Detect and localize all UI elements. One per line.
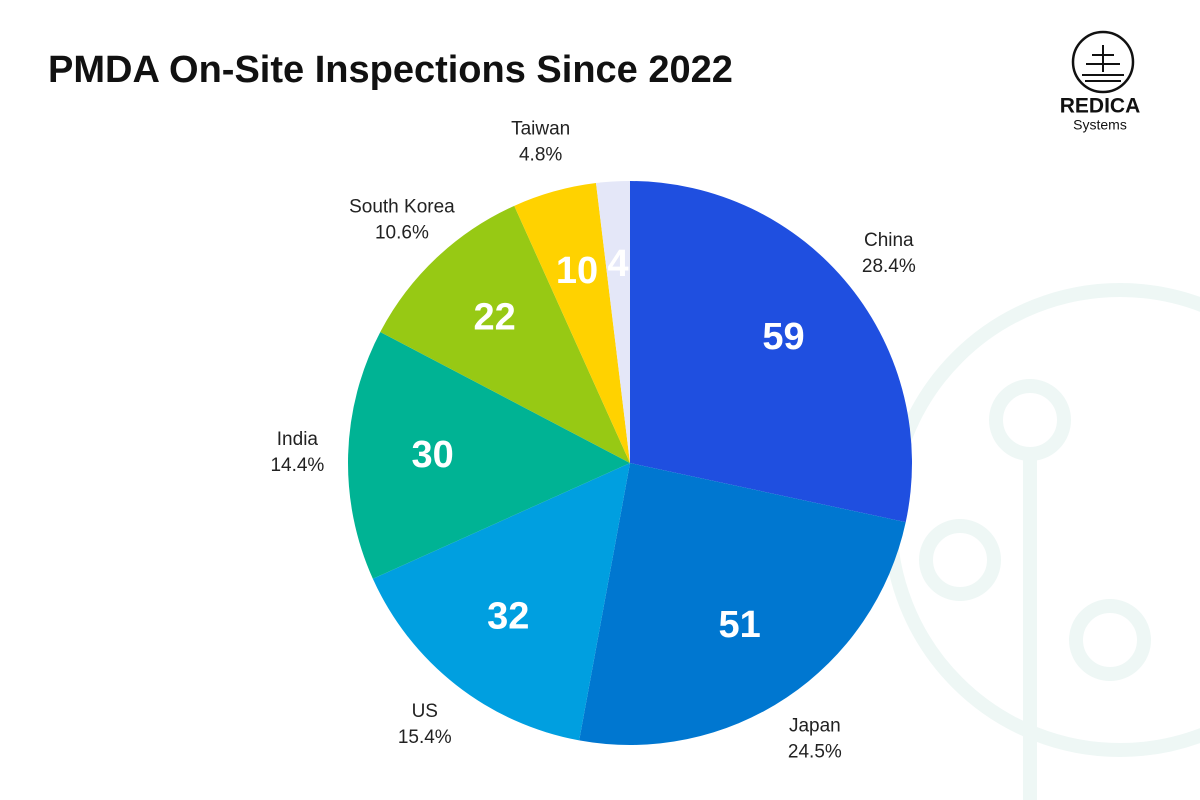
slice-percent-label: 15.4% <box>398 727 452 748</box>
slice-category-label: US <box>412 701 438 722</box>
slice-value-label: 22 <box>474 296 516 338</box>
pie-slice <box>579 463 906 745</box>
pie-slice <box>380 205 630 463</box>
slice-value-label: 4 <box>608 243 629 285</box>
logo-subtitle: Systems <box>1073 117 1127 133</box>
slice-category-label: India <box>277 429 319 450</box>
slice-percent-label: 4.8% <box>519 144 562 165</box>
slice-category-label: China <box>864 230 914 251</box>
slice-value-label: 51 <box>719 604 761 646</box>
background-decoration <box>883 283 1200 800</box>
slice-percent-label: 10.6% <box>375 223 429 244</box>
slice-value-label: 32 <box>487 595 529 637</box>
pie-slice <box>630 181 912 523</box>
pie-slice <box>348 331 630 579</box>
slice-value-label: 59 <box>762 316 804 358</box>
slice-value-label: 10 <box>556 250 598 292</box>
slice-percent-label: 14.4% <box>270 455 324 476</box>
slice-value-label: 30 <box>412 434 454 476</box>
logo-name: REDICA <box>1060 95 1141 118</box>
slice-percent-label: 28.4% <box>862 256 916 277</box>
chart-title: PMDA On-Site Inspections Since 2022 <box>48 49 733 91</box>
slice-category-label: Taiwan <box>511 118 570 139</box>
logo: REDICA Systems <box>1060 30 1141 133</box>
slice-category-label: Japan <box>789 716 841 737</box>
pie-slice <box>596 181 630 463</box>
slice-category-label: South Korea <box>349 197 455 218</box>
pie-slice <box>514 183 630 463</box>
slice-percent-label: 24.5% <box>788 742 842 763</box>
pie-slice <box>372 463 630 741</box>
